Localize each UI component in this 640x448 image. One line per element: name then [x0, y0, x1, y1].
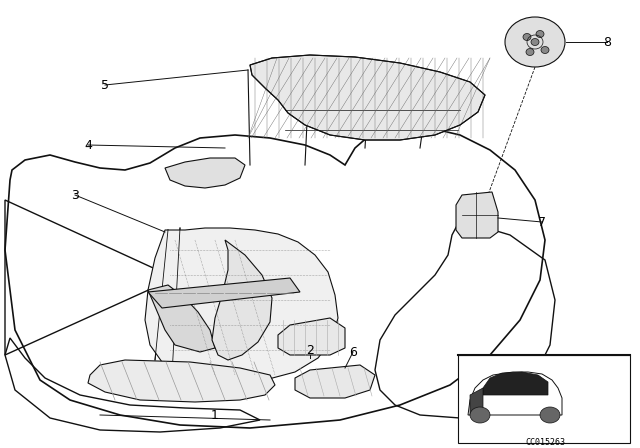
Polygon shape [145, 228, 338, 382]
Text: 5: 5 [101, 78, 109, 91]
Text: 3: 3 [71, 189, 79, 202]
Text: 6: 6 [349, 345, 357, 358]
Polygon shape [165, 158, 245, 188]
Text: 8: 8 [603, 35, 611, 48]
Ellipse shape [523, 34, 531, 40]
Polygon shape [250, 55, 485, 140]
Text: 2: 2 [306, 344, 314, 357]
Ellipse shape [531, 39, 539, 46]
Ellipse shape [541, 47, 549, 53]
Text: CC015263: CC015263 [525, 438, 565, 447]
Polygon shape [295, 365, 375, 398]
Polygon shape [212, 240, 272, 360]
Polygon shape [456, 192, 498, 238]
Ellipse shape [526, 48, 534, 56]
Polygon shape [148, 285, 215, 352]
Polygon shape [88, 360, 275, 402]
Ellipse shape [540, 407, 560, 423]
Polygon shape [278, 318, 345, 355]
Polygon shape [483, 372, 548, 395]
Ellipse shape [536, 30, 544, 38]
Text: 1: 1 [211, 409, 219, 422]
Ellipse shape [505, 17, 565, 67]
Polygon shape [470, 388, 483, 415]
Polygon shape [148, 278, 300, 308]
Text: 4: 4 [84, 138, 92, 151]
Bar [458, 355, 630, 443]
Ellipse shape [470, 407, 490, 423]
Text: 7: 7 [538, 215, 546, 228]
